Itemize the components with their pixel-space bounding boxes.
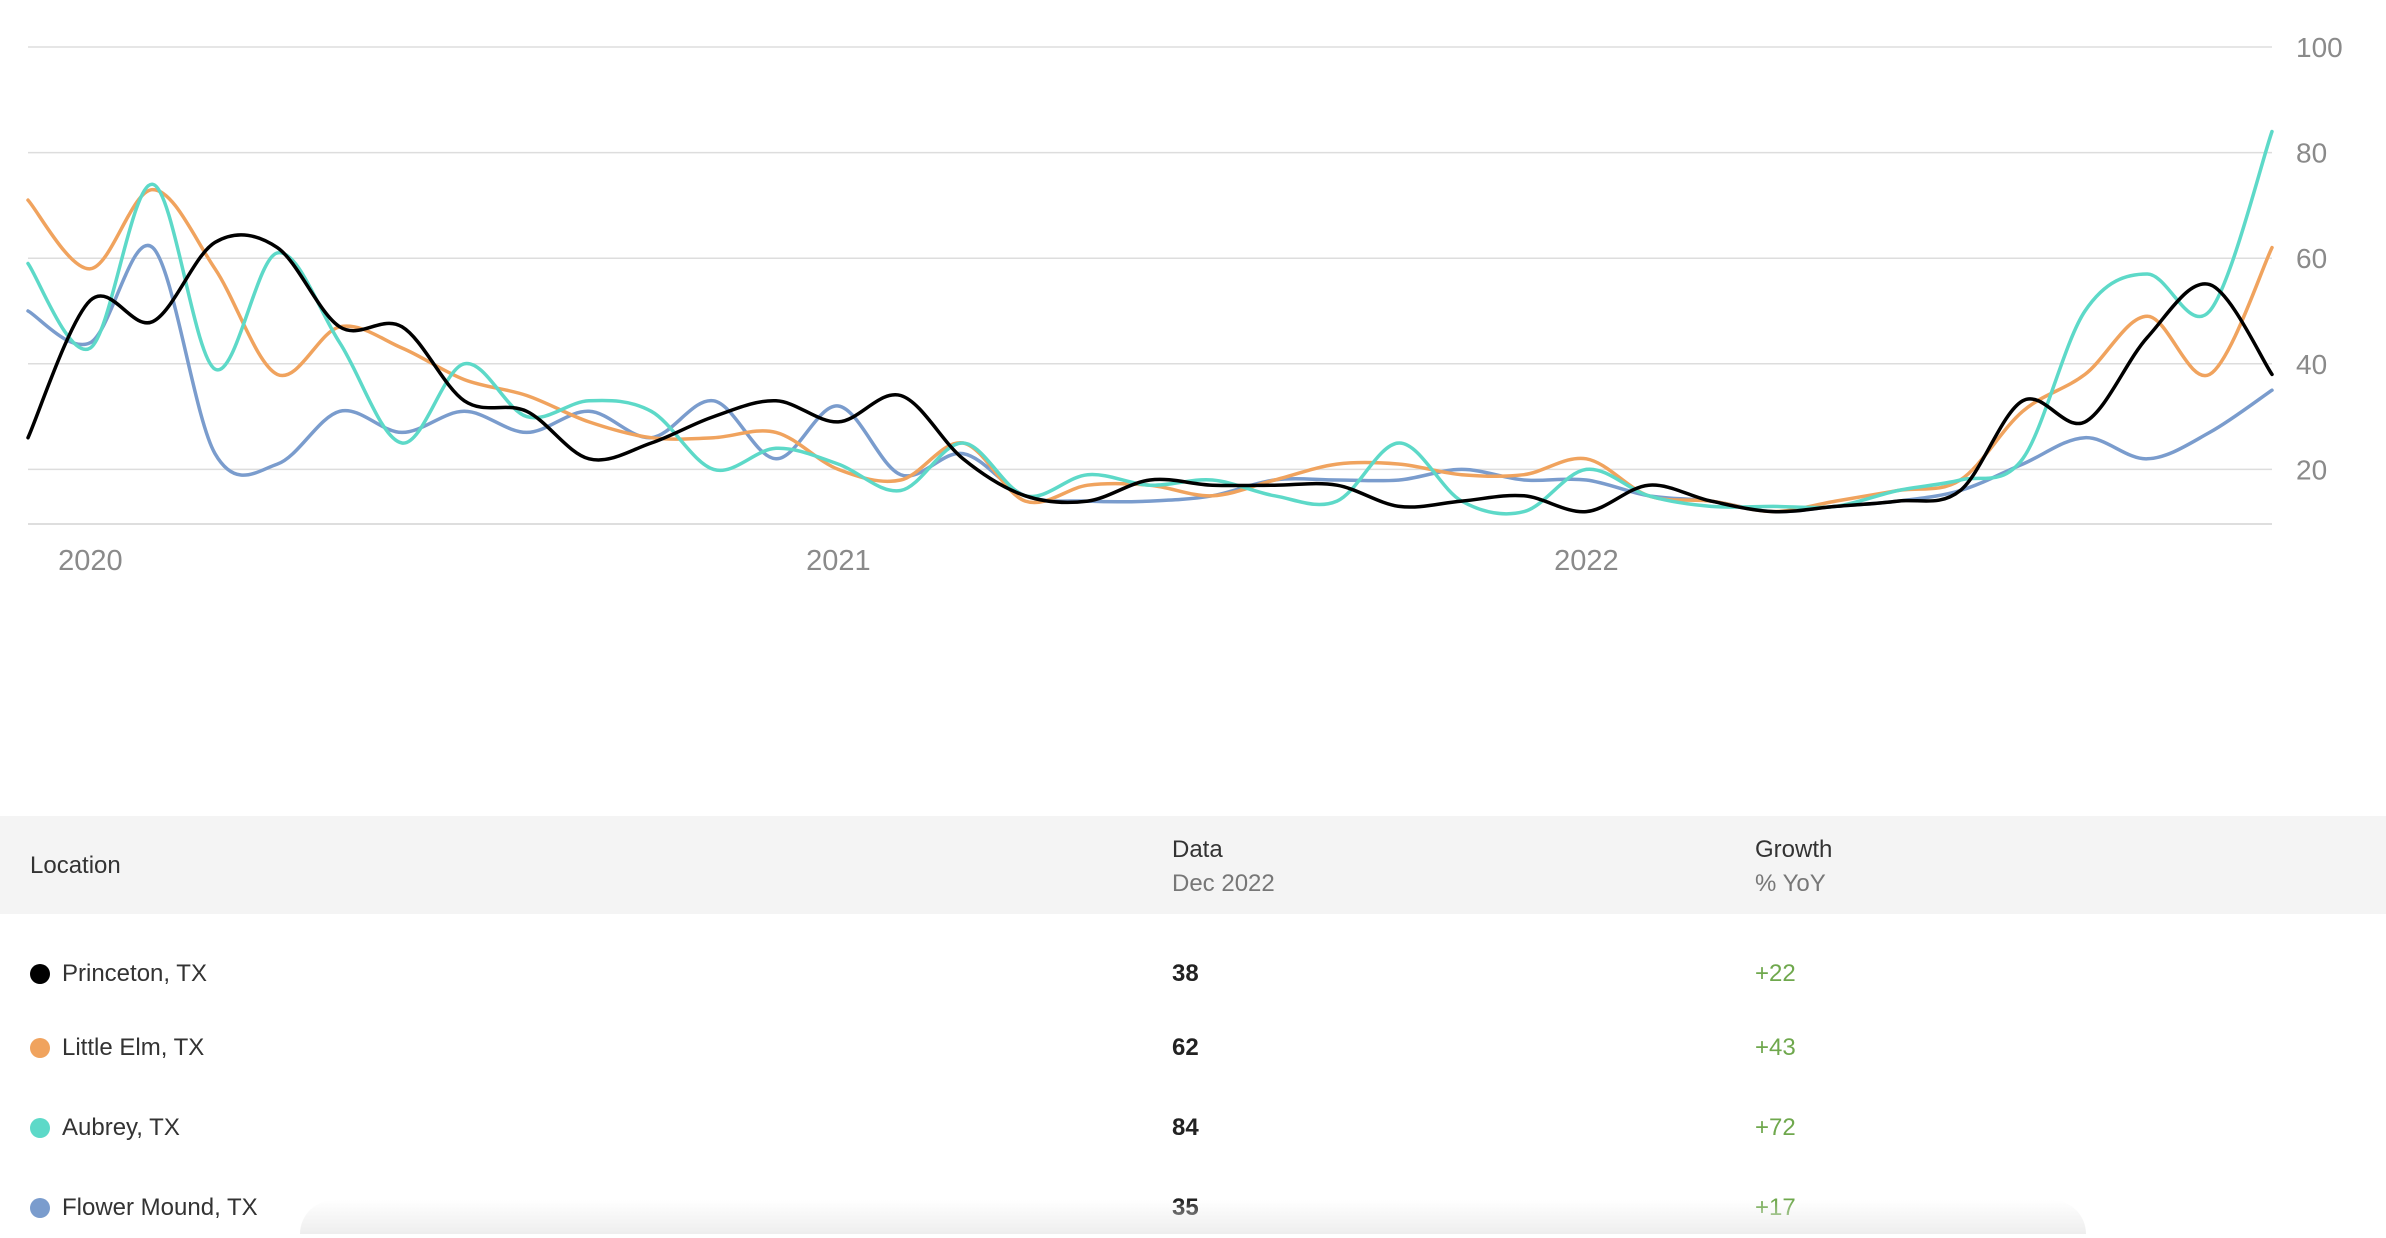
- header-growth-label: Growth: [1755, 836, 1833, 863]
- location-label: Flower Mound, TX: [62, 1194, 258, 1221]
- bottom-fade: [300, 1200, 2086, 1234]
- header-data: Data Dec 2022: [1172, 836, 1275, 898]
- series-line-aubrey-tx[interactable]: [26, 129, 2274, 516]
- row-growth-value: +43: [1755, 1034, 1796, 1061]
- y-tick-label: 80: [2296, 138, 2327, 169]
- x-tick-label: 2022: [1554, 545, 1619, 577]
- table-row[interactable]: Little Elm, TX 62 +43: [0, 1018, 2386, 1078]
- y-tick-label: 20: [2296, 454, 2327, 485]
- series-dot-icon: [30, 1198, 50, 1218]
- row-location: Aubrey, TX: [30, 1114, 180, 1142]
- y-tick-label: 40: [2296, 349, 2327, 380]
- row-data-value: 84: [1172, 1114, 1199, 1141]
- x-tick-label: 2020: [58, 545, 123, 577]
- line-chart: 20 40 60 80 100 2020 2021 2022: [0, 0, 2386, 600]
- row-location: Flower Mound, TX: [30, 1194, 258, 1222]
- row-growth-value: +72: [1755, 1114, 1796, 1141]
- series-dot-icon: [30, 964, 50, 984]
- location-label: Aubrey, TX: [62, 1114, 180, 1141]
- row-data-value: 62: [1172, 1034, 1199, 1061]
- y-tick-label: 100: [2296, 32, 2343, 63]
- row-location: Little Elm, TX: [30, 1034, 204, 1062]
- series-line-princeton-tx[interactable]: [26, 233, 2274, 514]
- row-growth-value: +22: [1755, 960, 1796, 987]
- table-row[interactable]: Princeton, TX 38 +22: [0, 944, 2386, 1004]
- x-tick-label: 2021: [806, 545, 871, 577]
- series-dot-icon: [30, 1038, 50, 1058]
- series-dot-icon: [30, 1118, 50, 1138]
- y-tick-label: 60: [2296, 243, 2327, 274]
- header-location: Location: [30, 852, 121, 879]
- location-label: Little Elm, TX: [62, 1034, 205, 1061]
- series-line-flower-mound-tx[interactable]: [26, 243, 2274, 514]
- location-label: Princeton, TX: [62, 960, 207, 987]
- chart-svg: 20 40 60 80 100 2020 2021 2022: [26, 32, 2343, 577]
- row-location: Princeton, TX: [30, 960, 207, 988]
- header-data-label: Data: [1172, 836, 1223, 863]
- series-line-little-elm-tx[interactable]: [26, 187, 2274, 514]
- header-data-sub: Dec 2022: [1172, 870, 1275, 897]
- header-growth-sub: % YoY: [1755, 870, 1826, 897]
- data-table: Location Data Dec 2022 Growth % YoY Prin…: [0, 816, 2386, 1221]
- row-data-value: 38: [1172, 960, 1199, 987]
- table-header: Location Data Dec 2022 Growth % YoY: [0, 816, 2386, 914]
- table-row[interactable]: Aubrey, TX 84 +72: [0, 1098, 2386, 1158]
- header-growth: Growth % YoY: [1755, 836, 1832, 898]
